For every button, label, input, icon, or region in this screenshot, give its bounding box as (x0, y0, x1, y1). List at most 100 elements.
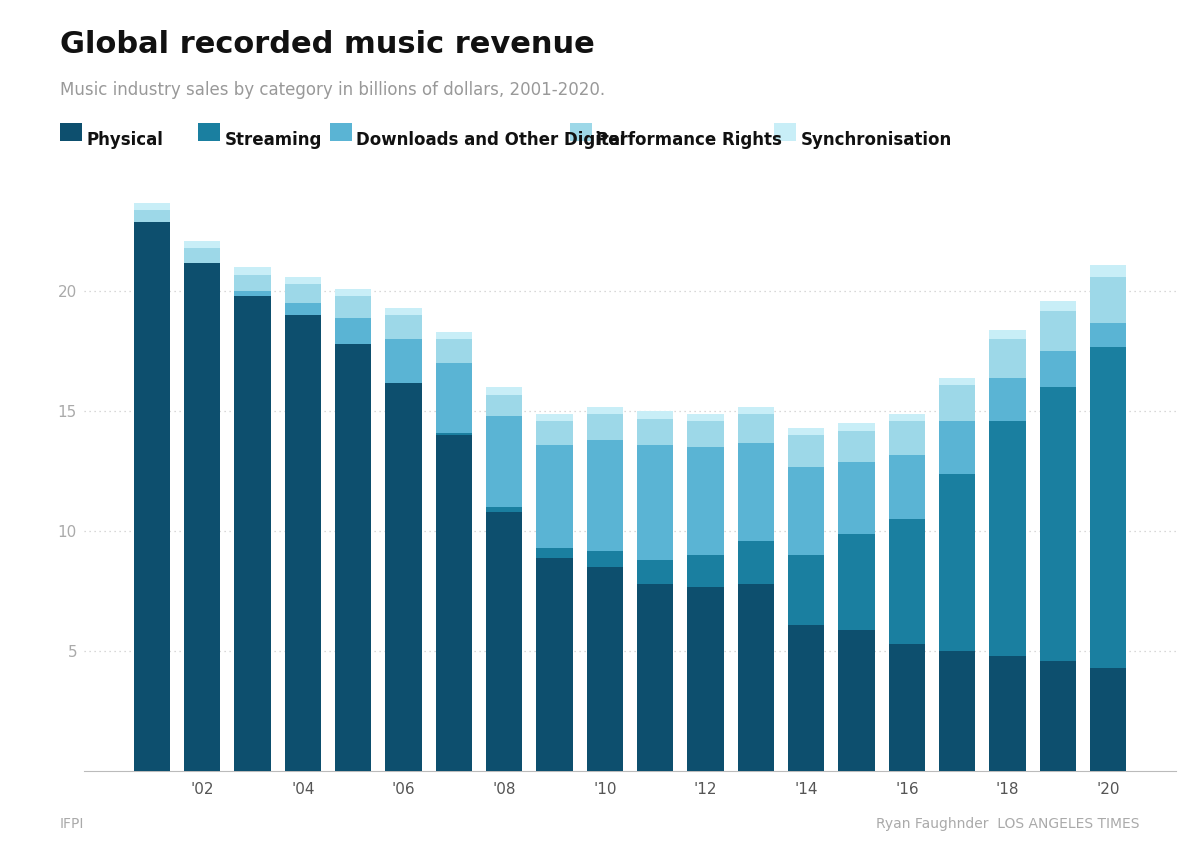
Bar (738, 414, 774, 442)
Bar (234, 297, 270, 771)
Bar (486, 512, 522, 771)
Bar (486, 387, 522, 394)
Bar (738, 442, 774, 541)
Text: IFPI: IFPI (60, 818, 84, 831)
Bar (587, 440, 623, 550)
Bar (284, 315, 320, 771)
Bar (889, 644, 925, 771)
Bar (587, 414, 623, 440)
Bar (385, 382, 421, 771)
Bar (335, 345, 371, 771)
Bar (184, 262, 221, 771)
Bar (839, 462, 875, 534)
Bar (335, 289, 371, 297)
Bar (940, 378, 976, 385)
Bar (536, 414, 572, 421)
Text: Global recorded music revenue: Global recorded music revenue (60, 30, 595, 59)
Bar (990, 339, 1026, 378)
Bar (889, 421, 925, 454)
Bar (587, 550, 623, 567)
Bar (284, 277, 320, 285)
Bar (234, 291, 270, 297)
Bar (688, 414, 724, 421)
Bar (1039, 661, 1076, 771)
Bar (1090, 322, 1127, 346)
Bar (1090, 668, 1127, 771)
Bar (839, 534, 875, 630)
Bar (839, 430, 875, 462)
Bar (738, 406, 774, 414)
Bar (486, 507, 522, 512)
Bar (335, 297, 371, 318)
Text: Synchronisation: Synchronisation (800, 131, 952, 149)
Bar (738, 584, 774, 771)
Bar (335, 318, 371, 345)
Bar (940, 651, 976, 771)
Text: Physical: Physical (86, 131, 163, 149)
Bar (1039, 310, 1076, 351)
Bar (990, 378, 1026, 421)
Bar (486, 394, 522, 417)
Bar (940, 385, 976, 421)
Bar (1039, 387, 1076, 661)
Text: Performance Rights: Performance Rights (596, 131, 782, 149)
Bar (587, 406, 623, 414)
Bar (536, 445, 572, 548)
Bar (889, 454, 925, 519)
Bar (436, 435, 472, 771)
Text: Ryan Faughnder  LOS ANGELES TIMES: Ryan Faughnder LOS ANGELES TIMES (876, 818, 1140, 831)
Bar (234, 267, 270, 274)
Bar (637, 560, 673, 584)
Bar (637, 418, 673, 445)
Bar (436, 333, 472, 339)
Bar (889, 519, 925, 644)
Bar (536, 558, 572, 771)
Bar (637, 411, 673, 418)
Bar (184, 249, 221, 262)
Text: Downloads and Other Digital: Downloads and Other Digital (356, 131, 626, 149)
Bar (788, 555, 824, 625)
Bar (990, 421, 1026, 656)
Bar (284, 285, 320, 303)
Bar (889, 414, 925, 421)
Bar (436, 433, 472, 435)
Bar (385, 315, 421, 339)
Bar (184, 241, 221, 249)
Bar (990, 330, 1026, 339)
Bar (788, 435, 824, 466)
Bar (788, 625, 824, 771)
Bar (284, 303, 320, 315)
Bar (486, 417, 522, 507)
Bar (436, 339, 472, 363)
Bar (133, 222, 170, 771)
Bar (688, 447, 724, 555)
Bar (637, 445, 673, 560)
Bar (688, 421, 724, 447)
Bar (738, 541, 774, 584)
Bar (1039, 351, 1076, 387)
Bar (839, 423, 875, 430)
Bar (1090, 346, 1127, 668)
Bar (637, 584, 673, 771)
Bar (536, 548, 572, 558)
Bar (940, 421, 976, 474)
Bar (1090, 265, 1127, 277)
Bar (587, 567, 623, 771)
Bar (788, 466, 824, 555)
Bar (385, 339, 421, 382)
Bar (536, 421, 572, 445)
Bar (788, 428, 824, 435)
Text: Streaming: Streaming (224, 131, 322, 149)
Text: Music industry sales by category in billions of dollars, 2001-2020.: Music industry sales by category in bill… (60, 81, 605, 99)
Bar (133, 210, 170, 222)
Bar (688, 586, 724, 771)
Bar (688, 555, 724, 586)
Bar (385, 309, 421, 315)
Bar (940, 474, 976, 651)
Bar (133, 202, 170, 210)
Bar (436, 363, 472, 433)
Bar (1090, 277, 1127, 322)
Bar (1039, 301, 1076, 310)
Bar (839, 630, 875, 771)
Bar (234, 274, 270, 291)
